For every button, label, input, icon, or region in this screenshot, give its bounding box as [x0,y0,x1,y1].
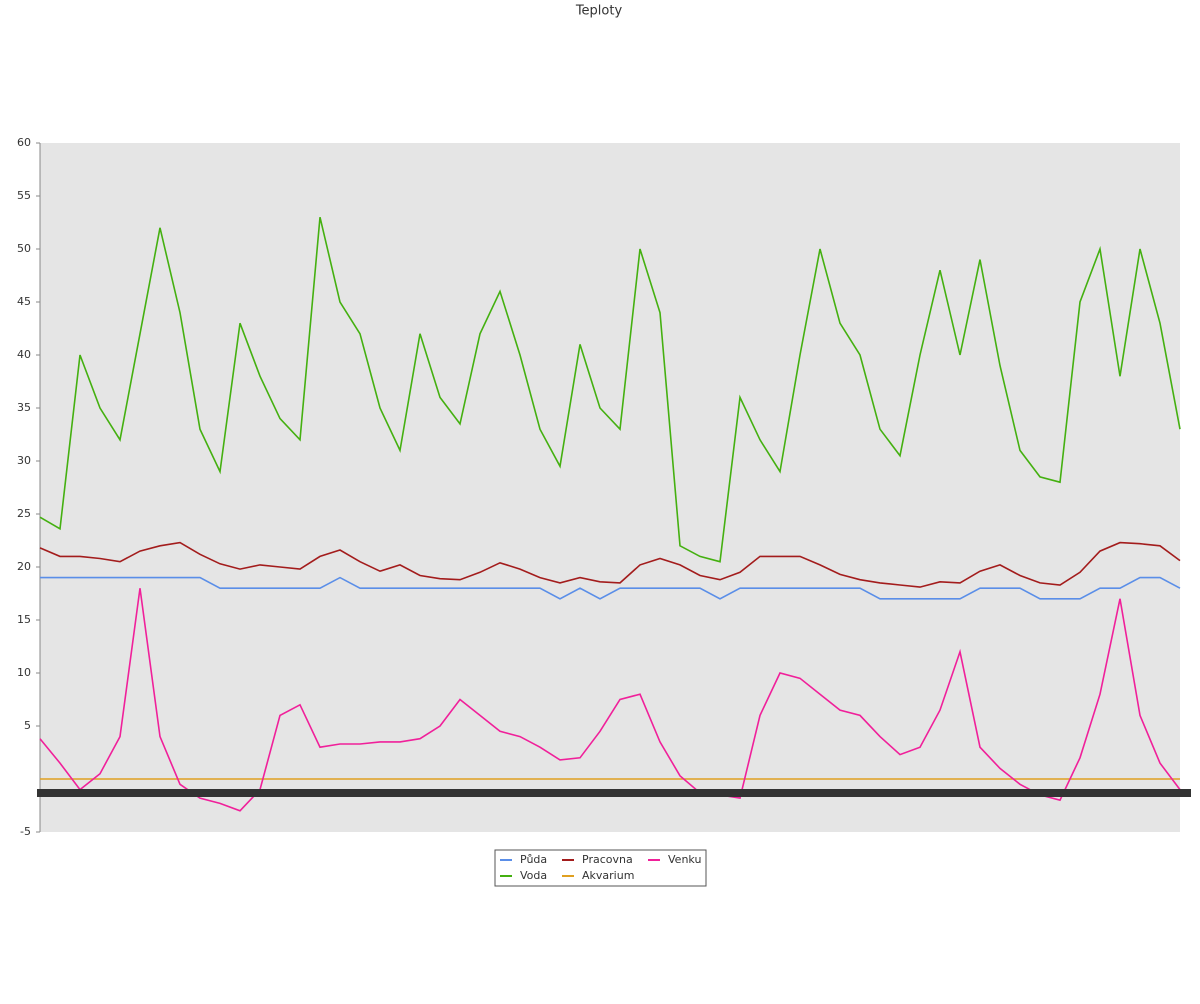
series-layer [39,217,1181,812]
y-tick-label: 35 [17,401,31,414]
y-tick-label: 45 [17,295,31,308]
y-tick-label: 10 [17,666,31,679]
y-tick-label: 60 [17,136,31,149]
y-tick-label: 5 [24,719,31,732]
y-tick-label: 50 [17,242,31,255]
legend-label: Půda [520,853,547,866]
x-axis-labels-overlap [37,789,1191,797]
y-tick-label: 55 [17,189,31,202]
y-tick-label: 40 [17,348,31,361]
legend [494,849,707,887]
legend-label: Venku [668,853,701,866]
chart-title: Teploty [575,4,623,19]
y-tick-label: 20 [17,560,31,573]
series-line [39,217,1181,563]
series-line [39,588,1181,812]
legend-label: Voda [520,869,547,882]
y-tick-label: -5 [20,825,31,838]
series-line [40,576,1181,600]
series-line [39,541,1181,588]
y-tick-label: 25 [17,507,31,520]
plot-area [40,143,1180,832]
legend-label: Pracovna [582,853,633,866]
legend-label: Akvarium [582,869,634,882]
y-tick-label: 15 [17,613,31,626]
y-tick-label: 30 [17,454,31,467]
